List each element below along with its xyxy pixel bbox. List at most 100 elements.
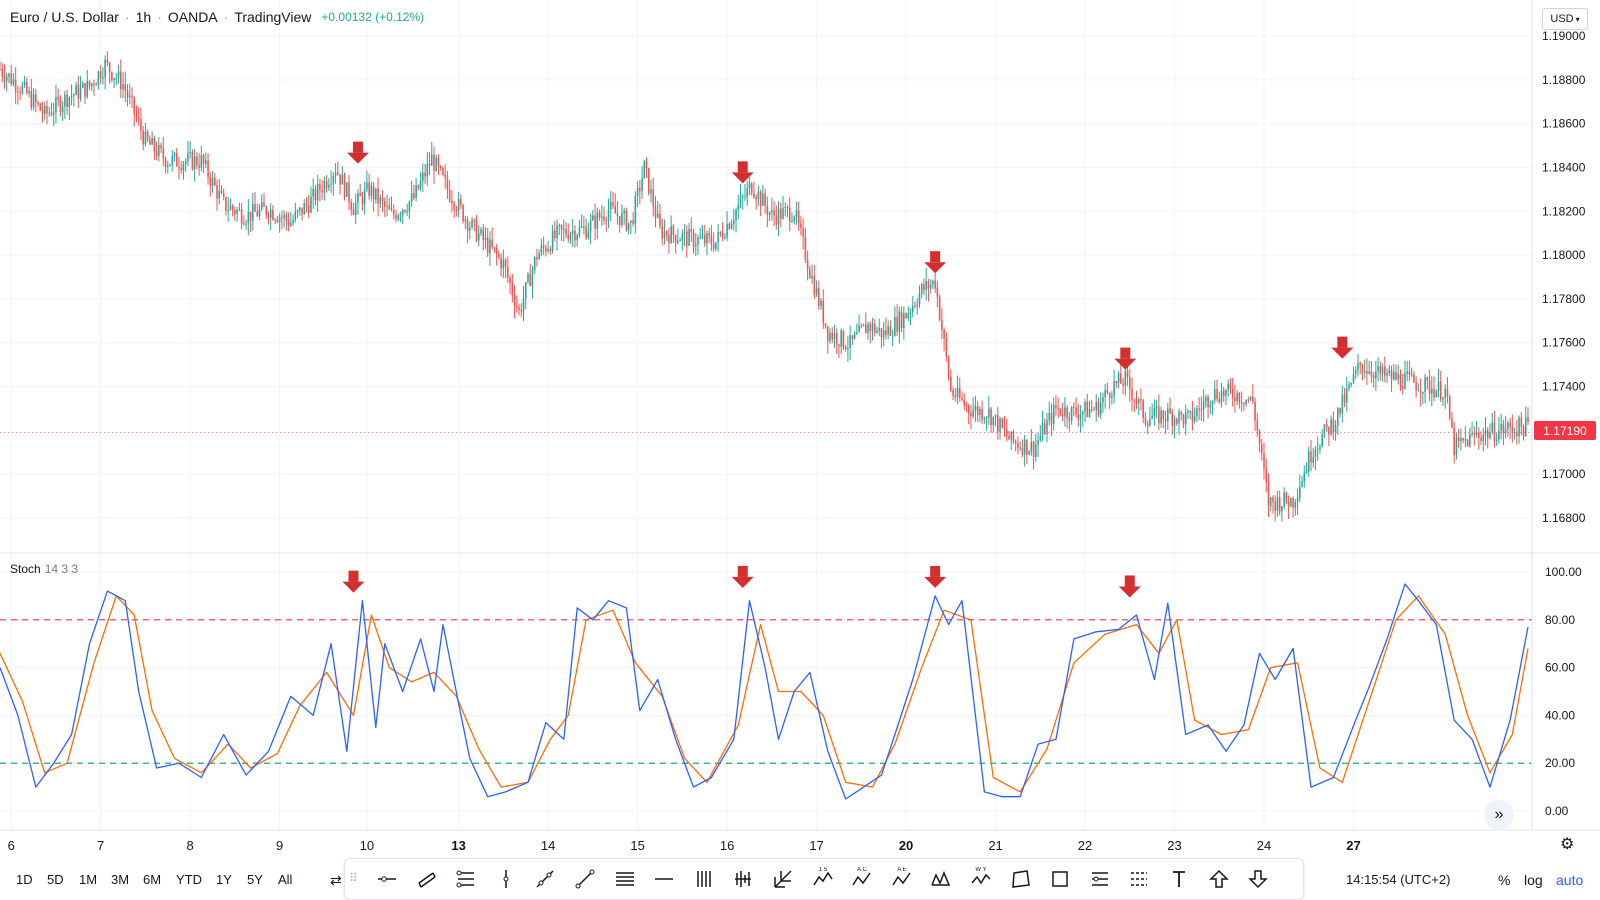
drag-handle-icon[interactable]: ⠿: [349, 871, 358, 885]
trend-line-icon: [575, 869, 595, 889]
fib-retracement-tool[interactable]: [611, 865, 639, 893]
xabcd-pattern-tool[interactable]: A E: [888, 865, 916, 893]
date-range-tool[interactable]: [1086, 865, 1114, 893]
candle-body: [979, 408, 981, 415]
parallel-channel-tool[interactable]: [413, 865, 441, 893]
wxy-pattern-tool[interactable]: W Y: [967, 865, 995, 893]
bars-pattern-tool[interactable]: [729, 865, 757, 893]
horizontal-ray-tool[interactable]: [373, 865, 401, 893]
candle-body: [1363, 371, 1366, 373]
candle-body: [567, 235, 570, 240]
candle-body: [473, 219, 476, 221]
legend-separator: ·: [223, 9, 229, 25]
source-label: TradingView: [234, 9, 312, 25]
interval-label: 1h: [135, 9, 152, 25]
candle-body: [357, 193, 359, 204]
candle-body: [1480, 437, 1482, 442]
candle-body: [1021, 447, 1024, 455]
time-tick-label: 21: [988, 838, 1002, 853]
text-tool[interactable]: [1165, 865, 1193, 893]
range-1m[interactable]: 1M: [79, 872, 98, 887]
candle-body: [122, 84, 124, 90]
tool-label: A E: [897, 867, 906, 873]
rectangle-tool[interactable]: [1046, 865, 1074, 893]
compare-icon[interactable]: ⇄: [330, 872, 342, 888]
vertical-line-tool[interactable]: [492, 865, 520, 893]
polygon-icon: [1011, 870, 1030, 888]
candle-body: [625, 210, 628, 230]
candle-body: [1097, 402, 1100, 415]
candle-body: [337, 172, 339, 175]
candle-body: [726, 223, 728, 238]
range-5d[interactable]: 5D: [47, 872, 64, 887]
range-ytd[interactable]: YTD: [176, 872, 202, 887]
arrow-shaft: [930, 565, 941, 577]
candle-body: [849, 335, 851, 348]
trend-line-tool[interactable]: [571, 865, 599, 893]
abcd-pattern-tool[interactable]: A C: [848, 865, 876, 893]
time-tick-label: 20: [899, 838, 913, 853]
pitchfork-tool[interactable]: [452, 865, 480, 893]
clock[interactable]: 14:15:54 (UTC+2): [1346, 872, 1451, 887]
arrow-head: [1114, 358, 1137, 370]
scroll-to-realtime-button[interactable]: »: [1484, 800, 1514, 830]
candle-body: [733, 220, 735, 224]
range-1y[interactable]: 1Y: [216, 872, 232, 887]
range-3m[interactable]: 3M: [111, 872, 130, 887]
percent-toggle[interactable]: %: [1498, 872, 1511, 888]
candle-body: [1124, 371, 1127, 386]
candle-body: [1120, 373, 1122, 384]
price-range-tool[interactable]: [1125, 865, 1153, 893]
candle-body: [35, 94, 37, 103]
candle-body: [1469, 433, 1471, 447]
time-tick-label: 15: [630, 838, 644, 853]
candle-body: [486, 237, 489, 254]
candle-body: [216, 185, 218, 199]
symbol-legend[interactable]: Euro / U.S. Dollar · 1h · OANDA · Tradin…: [10, 9, 424, 25]
candle-body: [117, 71, 120, 78]
horizontal-line-tool[interactable]: [650, 865, 678, 893]
range-all[interactable]: All: [278, 872, 293, 887]
candle-body: [272, 209, 274, 220]
candle-body: [370, 186, 373, 196]
head-shoulders-tool[interactable]: [927, 865, 955, 893]
stoch-pane[interactable]: [0, 583, 1532, 800]
arrow-up-tool[interactable]: [1205, 865, 1233, 893]
arrow-down-tool[interactable]: [1244, 865, 1272, 893]
range-1d[interactable]: 1D: [16, 872, 33, 887]
chart-canvas[interactable]: 1.19000 1.18800 1.18600 1.18400 1.18200 1.180…: [0, 0, 1600, 864]
stoch-legend[interactable]: Stoch 14 3 3: [10, 562, 78, 576]
pitchfork-icon: [456, 870, 475, 888]
chart-settings-gear-icon[interactable]: ⚙: [1560, 836, 1575, 853]
candle-body: [263, 202, 265, 207]
candle-body: [668, 235, 670, 243]
arrow-marker-tool[interactable]: [769, 865, 797, 893]
candle-body: [1099, 402, 1102, 415]
candle-body: [1032, 441, 1035, 457]
candle-body: [97, 71, 100, 85]
candle-body: [1502, 424, 1505, 434]
range-5y[interactable]: 5Y: [247, 872, 263, 887]
log-toggle[interactable]: log: [1524, 872, 1543, 888]
gann-fan-tool[interactable]: [690, 865, 718, 893]
candle-body: [1287, 501, 1290, 507]
candle-body: [158, 144, 160, 157]
elliott-impulse-tool[interactable]: 1 5: [809, 865, 837, 893]
candle-body: [422, 172, 424, 181]
time-tick-label: 16: [720, 838, 734, 853]
candle-body: [1375, 371, 1377, 379]
polygon-tool[interactable]: [1007, 865, 1035, 893]
price-pane[interactable]: [0, 51, 1532, 522]
auto-toggle[interactable]: auto: [1556, 872, 1584, 888]
arrow-head: [1331, 347, 1354, 359]
candle-body: [674, 235, 677, 243]
range-6m[interactable]: 6M: [143, 872, 162, 887]
currency-button[interactable]: USD ▾: [1542, 8, 1588, 30]
trend-angle-tool[interactable]: [531, 865, 559, 893]
candle-body: [634, 195, 637, 224]
candle-body: [531, 269, 534, 287]
chart-axes[interactable]: 1.19000 1.18800 1.18600 1.18400 1.18200 1.180…: [0, 0, 1600, 853]
candle-body: [889, 326, 892, 336]
candle-body: [79, 87, 82, 99]
candle-body: [636, 187, 639, 196]
